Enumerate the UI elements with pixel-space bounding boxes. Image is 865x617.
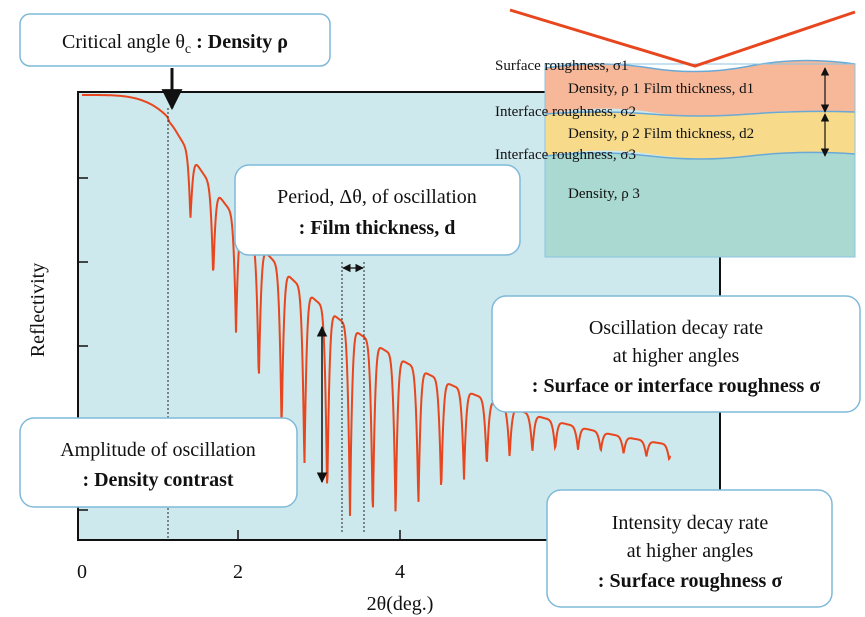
layer-label: Interface roughness, σ2 [495,104,636,120]
period-text: : Film thickness, d [299,217,456,239]
intensity-text: Intensity decay rate [612,512,769,534]
layer-label: Density, ρ 3 [568,186,640,202]
amplitude-text: Amplitude of oscillation [60,439,256,461]
critical-box [19,13,331,67]
oscillation-text: : Surface or interface roughness σ [532,375,821,397]
y-axis-label: Reflectivity [27,263,49,357]
period-box [234,164,521,256]
critical-text: Critical angle θc : Density ρ [62,31,288,57]
layer-label: Interface roughness, σ3 [495,147,636,163]
layer-diagram [509,8,856,258]
oscillation-text: at higher angles [613,345,740,367]
intensity-box [546,489,833,608]
amplitude-box [19,417,298,508]
reflectivity-curve [82,94,671,516]
layer-label: Density, ρ 1 Film thickness, d1 [568,81,754,97]
oscillation-box [491,295,861,413]
x-tick-label: 2 [233,561,243,583]
intensity-text: : Surface roughness σ [598,570,783,592]
layer-label: Density, ρ 2 Film thickness, d2 [568,126,754,142]
x-tick-label: 4 [395,561,405,583]
intensity-text: at higher angles [627,540,754,562]
x-tick-label: 0 [77,561,87,583]
period-text: Period, Δθ, of oscillation [277,186,477,208]
y-ticks [78,177,401,540]
oscillation-text: Oscillation decay rate [589,317,763,339]
layer-label: Surface roughness, σ1 [495,58,628,74]
x-axis-label: 2θ(deg.) [367,593,434,615]
amplitude-text: : Density contrast [82,469,233,491]
